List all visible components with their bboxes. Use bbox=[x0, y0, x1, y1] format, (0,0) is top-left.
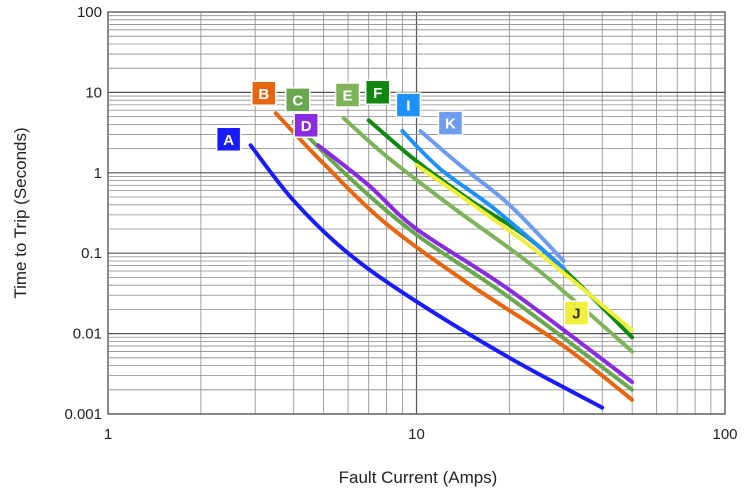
badge-j: J bbox=[563, 300, 590, 326]
curve-j bbox=[414, 163, 635, 333]
y-tick-label: 0.01 bbox=[73, 326, 102, 343]
x-tick-label: 1 bbox=[104, 426, 112, 443]
badge-letter: I bbox=[406, 98, 410, 115]
badge-letter: D bbox=[301, 118, 312, 135]
badge-letter: B bbox=[258, 86, 269, 103]
curve-badges: A B CD E F I J K bbox=[215, 79, 590, 326]
curve-k bbox=[418, 129, 566, 263]
y-tick-label: 100 bbox=[77, 4, 102, 21]
curve-a bbox=[248, 143, 605, 410]
badge-letter: K bbox=[445, 116, 456, 133]
badge-letter: F bbox=[373, 85, 382, 102]
badge-b: B bbox=[251, 80, 277, 107]
badge-k: K bbox=[437, 110, 464, 136]
y-tick-label: 0.1 bbox=[81, 245, 102, 262]
badge-e: E bbox=[334, 82, 361, 108]
badge-box bbox=[251, 80, 277, 107]
y-tick-label: 10 bbox=[85, 84, 102, 101]
curve-c bbox=[291, 119, 635, 392]
curve-i bbox=[400, 129, 566, 271]
y-axis-title: Time to Trip (Seconds) bbox=[11, 127, 30, 298]
badge-letter: A bbox=[223, 132, 234, 149]
badge-f: F bbox=[364, 79, 391, 106]
badge-box bbox=[284, 87, 311, 113]
badge-letter: J bbox=[572, 306, 580, 323]
badge-d: D bbox=[293, 112, 319, 139]
badge-letter: E bbox=[343, 88, 353, 105]
badge-c: C bbox=[284, 87, 311, 113]
grid bbox=[107, 11, 726, 415]
badge-box bbox=[437, 110, 464, 136]
x-tick-label: 10 bbox=[408, 426, 425, 443]
x-axis-title: Fault Current (Amps) bbox=[339, 468, 498, 487]
badge-box bbox=[364, 79, 391, 106]
curve-d bbox=[316, 143, 635, 384]
badge-box bbox=[395, 92, 422, 118]
badge-i: I bbox=[395, 92, 422, 118]
y-tick-label: 0.001 bbox=[64, 406, 102, 423]
badge-box bbox=[334, 82, 361, 108]
badge-box bbox=[215, 126, 242, 153]
y-tick-label: 1 bbox=[94, 165, 102, 182]
badge-box bbox=[293, 112, 319, 139]
x-tick-label: 100 bbox=[712, 426, 737, 443]
tick-labels: 1 10 100 0.001 0.01 0.1 1 10 100 bbox=[64, 4, 737, 443]
badge-box bbox=[563, 300, 590, 326]
curve-b bbox=[273, 111, 635, 402]
badge-a: A bbox=[215, 126, 242, 153]
curves bbox=[248, 111, 635, 410]
badge-letter: C bbox=[292, 92, 303, 109]
